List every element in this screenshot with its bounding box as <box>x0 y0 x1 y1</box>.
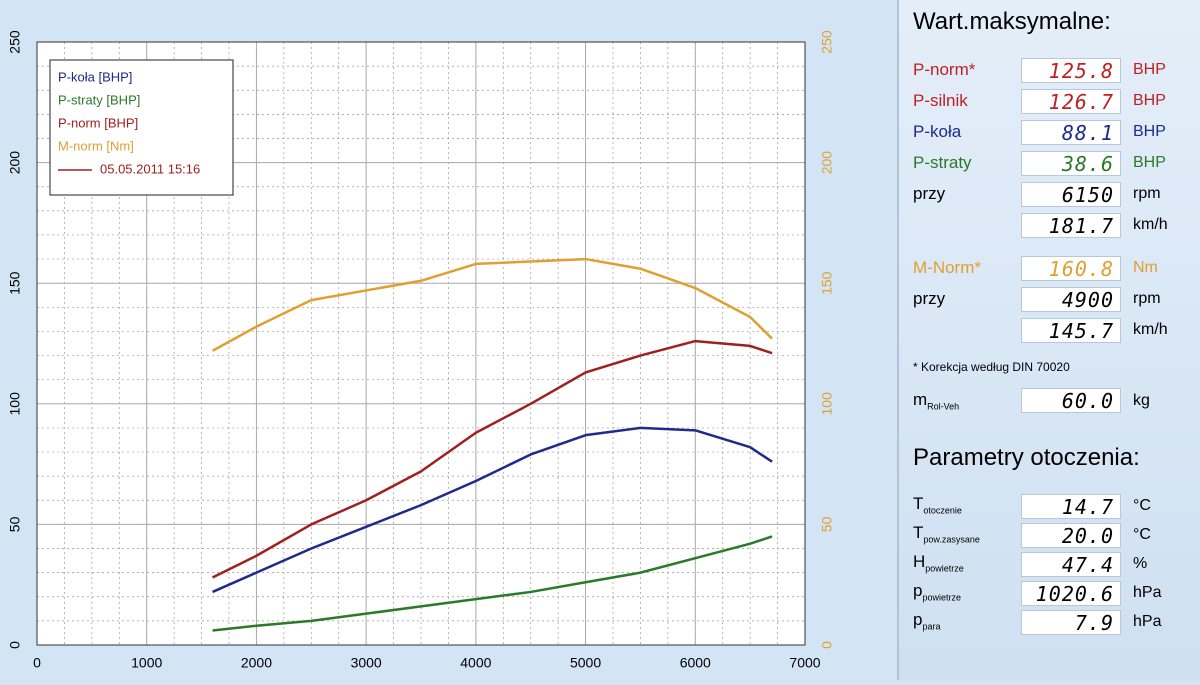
row-unit: rpm <box>1133 185 1161 202</box>
label-main: p <box>913 581 923 600</box>
row-label: Tpow.zasysane <box>913 523 980 544</box>
row-label: M-Norm* <box>913 258 981 277</box>
x-tick-label: 6000 <box>680 655 711 671</box>
value-display: 7.9 <box>1021 610 1121 635</box>
row-unit: kg <box>1133 392 1150 409</box>
value-display: 88.1 <box>1021 120 1121 145</box>
row-label: przy <box>913 289 946 308</box>
series-line <box>212 535 773 632</box>
y-tick-label: 150 <box>7 271 23 295</box>
value-display: 1020.6 <box>1021 581 1121 606</box>
label-main: H <box>913 552 926 571</box>
row-label: P-silnik <box>913 91 968 110</box>
row-unit: °C <box>1133 497 1151 514</box>
y-tick-label: 250 <box>7 30 23 54</box>
value-display: 14.7 <box>1021 494 1121 519</box>
footnote: * Korekcja według DIN 70020 <box>913 360 1070 374</box>
label-sub: Rol-Veh <box>927 401 960 412</box>
label-sub: otoczenie <box>923 505 962 516</box>
label-main: T <box>913 523 924 542</box>
label-sub: powietrze <box>922 592 961 603</box>
legend-entry: P-straty [BHP] <box>58 92 140 107</box>
section-title: Wart.maksymalne: <box>913 8 1111 35</box>
legend-entry: M-norm [Nm] <box>58 138 134 153</box>
row-label: Totoczenie <box>913 494 962 515</box>
row-label: P-straty <box>913 153 972 172</box>
chart: 0 1000 2000 3000 4000 5000 6000 700005010015020… <box>7 30 835 671</box>
series-line <box>211 257 773 352</box>
label-sub: para <box>922 621 941 632</box>
label-main: T <box>913 494 924 513</box>
row-unit: rpm <box>1133 290 1161 307</box>
row-unit: hPa <box>1133 613 1162 630</box>
x-tick-label: 5000 <box>570 655 601 671</box>
y2-tick-label: 250 <box>819 30 835 54</box>
row-unit: BHP <box>1133 61 1166 78</box>
value-display: 6150 <box>1021 182 1121 207</box>
row-label: przy <box>913 184 946 203</box>
y2-tick-label: 150 <box>819 271 835 295</box>
label-sub: powietrze <box>925 563 964 574</box>
section-title: Parametry otoczenia: <box>913 444 1140 471</box>
y-tick-label: 50 <box>7 516 23 532</box>
value-display: 20.0 <box>1021 523 1121 548</box>
row-label: Hpowietrze <box>913 552 964 573</box>
row-label: P-norm* <box>913 60 976 79</box>
label-main: m <box>913 390 928 409</box>
row-unit: BHP <box>1133 154 1166 171</box>
label-main: p <box>913 610 923 629</box>
legend-box <box>49 59 234 196</box>
plot-frame <box>36 41 806 646</box>
row-unit: Nm <box>1133 259 1158 276</box>
y2-tick-label: 200 <box>819 151 835 175</box>
y-tick-label: 200 <box>7 151 23 175</box>
value-display: 126.7 <box>1021 89 1121 114</box>
value-display: 181.7 <box>1021 213 1121 238</box>
x-tick-label: 1000 <box>131 655 162 671</box>
legend-entry: P-norm [BHP] <box>58 115 138 130</box>
row-unit: km/h <box>1133 216 1168 233</box>
series-line <box>211 339 773 579</box>
row-label: P-koła <box>913 122 962 141</box>
row-unit: BHP <box>1133 123 1166 140</box>
value-display: 160.8 <box>1021 256 1121 281</box>
label-sub: pow.zasysane <box>923 534 980 545</box>
x-tick-label: 4000 <box>460 655 491 671</box>
legend-run-label: 05.05.2011 15:16 <box>100 161 200 176</box>
y2-tick-label: 100 <box>819 392 835 416</box>
value-display: 125.8 <box>1021 58 1121 83</box>
value-display: 47.4 <box>1021 552 1121 577</box>
legend-entry: P-koła [BHP] <box>58 69 132 84</box>
y2-tick-label: 50 <box>819 516 835 532</box>
y-tick-label: 100 <box>7 392 23 416</box>
row-unit: % <box>1133 555 1148 572</box>
panel: Wart.maksymalne: P-norm* 125.8 BHP P-silnik 1… <box>897 0 1200 680</box>
value-display: 38.6 <box>1021 151 1121 176</box>
row-unit: km/h <box>1133 321 1168 338</box>
x-tick-label: 0 <box>33 655 41 671</box>
value-display: 4900 <box>1021 287 1121 312</box>
y2-tick-label: 0 <box>819 641 835 649</box>
x-tick-label: 2000 <box>241 655 272 671</box>
value-display: 145.7 <box>1021 318 1121 343</box>
row-label: ppara <box>913 610 940 631</box>
row-unit: °C <box>1133 526 1151 543</box>
x-tick-label: 3000 <box>351 655 382 671</box>
x-tick-label: 7000 <box>789 655 820 671</box>
value-display: 60.0 <box>1021 388 1121 413</box>
y-tick-label: 0 <box>7 641 23 649</box>
row-unit: BHP <box>1133 92 1166 109</box>
series-line <box>212 426 773 594</box>
row-label: ppowietrze <box>913 581 961 602</box>
row-unit: hPa <box>1133 584 1162 601</box>
row-label: mRol-Veh <box>913 390 959 411</box>
